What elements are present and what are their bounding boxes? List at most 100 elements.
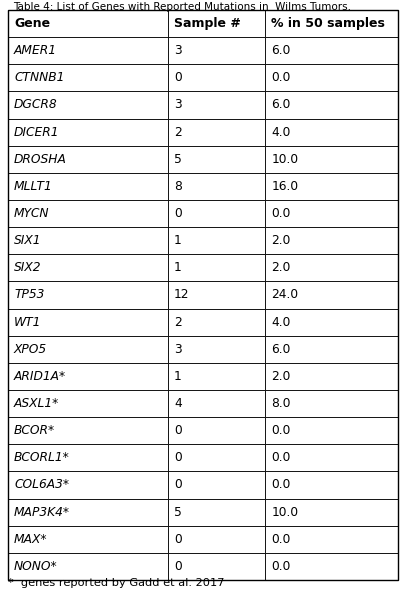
Text: % in 50 samples: % in 50 samples xyxy=(271,17,385,30)
Bar xyxy=(266,37,398,65)
Bar xyxy=(168,227,266,254)
Bar xyxy=(266,309,398,336)
Text: 1: 1 xyxy=(174,234,182,247)
Bar xyxy=(8,553,168,580)
Bar xyxy=(8,363,168,390)
Bar xyxy=(266,119,398,146)
Bar xyxy=(266,472,398,499)
Text: 5: 5 xyxy=(174,506,182,519)
Bar xyxy=(266,553,398,580)
Text: Gene: Gene xyxy=(14,17,50,30)
Bar xyxy=(266,146,398,173)
Bar xyxy=(168,363,266,390)
Text: 10.0: 10.0 xyxy=(271,153,299,166)
Text: 0.0: 0.0 xyxy=(271,425,291,437)
Bar xyxy=(8,146,168,173)
Bar xyxy=(8,37,168,65)
Text: 8.0: 8.0 xyxy=(271,397,291,410)
Text: MAP3K4*: MAP3K4* xyxy=(14,506,70,519)
Bar xyxy=(168,37,266,65)
Text: *  genes reported by Gadd et al. 2017: * genes reported by Gadd et al. 2017 xyxy=(8,578,224,588)
Text: 0: 0 xyxy=(174,533,182,546)
Text: 0.0: 0.0 xyxy=(271,452,291,464)
Text: 16.0: 16.0 xyxy=(271,180,299,193)
Text: XPO5: XPO5 xyxy=(14,343,47,356)
Bar xyxy=(8,526,168,553)
Text: COL6A3*: COL6A3* xyxy=(14,479,69,491)
Text: Table 4: List of Genes with Reported Mutations in  Wilms Tumors.: Table 4: List of Genes with Reported Mut… xyxy=(13,2,351,12)
Text: 8: 8 xyxy=(174,180,182,193)
Bar xyxy=(8,227,168,254)
Text: ARID1A*: ARID1A* xyxy=(14,370,66,383)
Bar xyxy=(8,173,168,200)
Text: NONO*: NONO* xyxy=(14,560,58,573)
Text: 0: 0 xyxy=(174,425,182,437)
Text: 1: 1 xyxy=(174,261,182,274)
Text: MYCN: MYCN xyxy=(14,207,50,220)
Text: 0: 0 xyxy=(174,207,182,220)
Text: 3: 3 xyxy=(174,343,182,356)
Bar xyxy=(8,254,168,282)
Bar xyxy=(168,336,266,363)
Bar xyxy=(8,499,168,526)
Text: DICER1: DICER1 xyxy=(14,125,60,139)
Bar xyxy=(266,444,398,472)
Text: 6.0: 6.0 xyxy=(271,98,291,112)
Text: MLLT1: MLLT1 xyxy=(14,180,53,193)
Bar xyxy=(266,336,398,363)
Bar xyxy=(266,227,398,254)
Bar xyxy=(8,390,168,417)
Text: SIX1: SIX1 xyxy=(14,234,42,247)
Bar xyxy=(168,65,266,92)
Text: 10.0: 10.0 xyxy=(271,506,299,519)
Bar xyxy=(168,444,266,472)
Text: DGCR8: DGCR8 xyxy=(14,98,58,112)
Text: 0.0: 0.0 xyxy=(271,207,291,220)
Text: 2.0: 2.0 xyxy=(271,261,291,274)
Bar xyxy=(168,200,266,227)
Bar xyxy=(266,200,398,227)
Text: MAX*: MAX* xyxy=(14,533,48,546)
Text: 0: 0 xyxy=(174,560,182,573)
Text: 2: 2 xyxy=(174,125,182,139)
Bar xyxy=(8,92,168,119)
Text: 0: 0 xyxy=(174,479,182,491)
Text: 1: 1 xyxy=(174,370,182,383)
Text: 0.0: 0.0 xyxy=(271,533,291,546)
Text: 0.0: 0.0 xyxy=(271,479,291,491)
Bar xyxy=(266,254,398,282)
Bar xyxy=(168,499,266,526)
Bar xyxy=(266,390,398,417)
Bar xyxy=(266,417,398,444)
Bar xyxy=(168,173,266,200)
Bar xyxy=(266,526,398,553)
Bar xyxy=(168,390,266,417)
Bar xyxy=(266,173,398,200)
Bar xyxy=(8,200,168,227)
Bar xyxy=(266,65,398,92)
Bar xyxy=(168,254,266,282)
Text: SIX2: SIX2 xyxy=(14,261,42,274)
Bar xyxy=(266,92,398,119)
Text: 6.0: 6.0 xyxy=(271,343,291,356)
Text: 4.0: 4.0 xyxy=(271,125,291,139)
Bar xyxy=(168,92,266,119)
Text: BCOR*: BCOR* xyxy=(14,425,55,437)
Bar xyxy=(8,336,168,363)
Text: BCORL1*: BCORL1* xyxy=(14,452,70,464)
Text: 2: 2 xyxy=(174,315,182,329)
Text: 6.0: 6.0 xyxy=(271,44,291,57)
Text: 0.0: 0.0 xyxy=(271,71,291,84)
Bar xyxy=(8,417,168,444)
Bar xyxy=(168,119,266,146)
Bar xyxy=(8,282,168,309)
Bar xyxy=(168,417,266,444)
Bar xyxy=(168,309,266,336)
Text: 0: 0 xyxy=(174,452,182,464)
Text: 4.0: 4.0 xyxy=(271,315,291,329)
Text: Sample #: Sample # xyxy=(174,17,241,30)
Text: 12: 12 xyxy=(174,288,189,302)
Text: 0.0: 0.0 xyxy=(271,560,291,573)
Bar xyxy=(8,10,168,37)
Bar xyxy=(168,146,266,173)
